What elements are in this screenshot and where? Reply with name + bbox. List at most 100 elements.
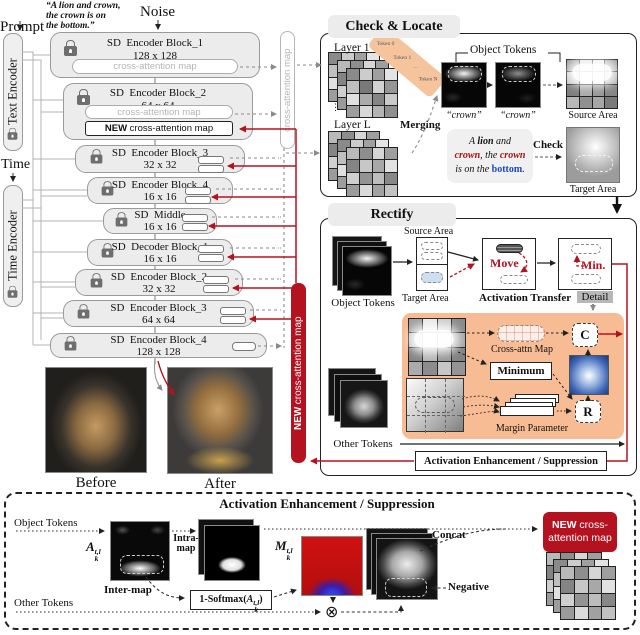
block-title: SD Encoder Block_2 (110, 271, 208, 283)
check-label: Check (533, 139, 563, 151)
intra-map-stack (198, 519, 262, 583)
move-box: Move (482, 238, 536, 290)
new-cross-attention-map-badge: NEW cross- attention map (543, 512, 617, 552)
multiply-icon: ⊗ (325, 604, 339, 621)
prompt-quote: “A lion and crown, the crown is on the bot… (46, 1, 121, 31)
margin-parameter-bars (500, 394, 564, 422)
concat-node: C (572, 323, 598, 347)
new-cross-attention-map-bar: NEW cross-attention map (291, 283, 306, 463)
attention-mini-maps (198, 156, 224, 174)
after-image (167, 367, 273, 474)
math-base: A (86, 539, 95, 554)
object-tokens-label: Object Tokens (14, 517, 78, 529)
layer1-attention-stack (328, 52, 400, 120)
block-size: 32 x 32 (142, 283, 176, 295)
min-label: Min. (581, 258, 606, 272)
block-size: 128 x 128 (136, 346, 181, 358)
time-label: Time (1, 157, 31, 172)
new-label: NEW (104, 123, 128, 134)
cross-attention-map-vertical-pill: cross-attention map (280, 31, 295, 149)
source-area-highlight (572, 64, 612, 81)
lock-icon (101, 243, 114, 258)
sd-encoder-block-4: SD Encoder Block_4 16 x 16 (87, 177, 233, 204)
rectify-node: R (575, 400, 601, 423)
before-image (45, 367, 147, 473)
rectify-header: Rectify (328, 203, 456, 226)
block-size: 16 x 16 (143, 191, 177, 203)
attention-mini-maps (185, 187, 211, 205)
math-sub: k (94, 553, 99, 563)
noise-label: Noise (140, 4, 175, 20)
layerL-attention-stack (328, 131, 400, 199)
lock-icon (7, 127, 18, 140)
cross-attn-map-pill (497, 325, 545, 342)
lock-icon (115, 212, 128, 227)
attention-mini-maps (203, 276, 229, 294)
block-title: SD Encoder Block_3 (110, 302, 207, 314)
attention-mini-map (232, 342, 256, 351)
target-area-label: Target Area (569, 184, 617, 195)
vertical-dots: ⋮ (331, 102, 340, 112)
lock-icon (7, 285, 18, 298)
block-title: SD Middle (134, 209, 186, 221)
crown-caption-1: “crown” (446, 110, 482, 121)
new-label: NEW (293, 406, 304, 430)
bar-rest: cross-attention map (293, 316, 304, 407)
intra-map-label: Intra-map (173, 533, 199, 554)
min-box: Min. (558, 238, 612, 290)
new-cross-attention-map-box: NEW cross-attention map (85, 121, 233, 136)
inter-map-label: Inter-map (104, 584, 152, 596)
object-tokens-label: Object Tokens (470, 44, 537, 56)
attention-mini-maps (198, 245, 224, 263)
gaussian-kernel (569, 355, 609, 395)
new-rest: cross-attention map (127, 123, 214, 134)
token-n: Token N (418, 76, 438, 83)
object-tokens-stack (332, 236, 396, 298)
new-map-grid-stack (546, 552, 622, 624)
source-target-column (416, 237, 448, 291)
other-tokens-label: Other Tokens (333, 438, 393, 450)
other-tokens-stack (328, 368, 392, 430)
activation-transfer-label: Activation Transfer (479, 292, 572, 304)
layerL-label: Layer L (334, 119, 371, 131)
math-sup: t,l (286, 546, 293, 555)
token-1: Token 1 (393, 55, 412, 62)
softmax-box: 1-Softmax(A t,l k) (190, 590, 272, 612)
layer1-label: Layer 1 (334, 42, 370, 54)
check-locate-header: Check & Locate (328, 15, 460, 38)
attention-map-A (110, 521, 170, 581)
source-area-label: Source Area (404, 226, 454, 237)
mask-map-M (301, 536, 363, 596)
before-label: Before (75, 475, 117, 491)
other-tokens-label: Other Tokens (14, 597, 74, 609)
block-title: SD Encoder Block_2 (109, 87, 207, 99)
prompt-text-box: A lion and crown, the crown is on the bott… (447, 129, 533, 183)
negative-map-stack (366, 528, 442, 604)
math-sup: t,l (94, 547, 101, 556)
object-tokens-label: Object Tokens (331, 297, 395, 309)
merging-label: Merging (400, 119, 441, 131)
activation-enh-sup-box: Activation Enhancement / Suppression (415, 451, 607, 471)
token-ellipsis: ⋯ (412, 65, 418, 72)
lock-icon (101, 181, 114, 196)
math-sub: k (286, 552, 291, 562)
cross-attention-map-pill: cross-attention map (85, 105, 233, 119)
cross-attention-map-pill: cross-attention map (72, 59, 238, 74)
block-size: 64 x 64 (142, 314, 175, 326)
margin-gradient-grid (406, 378, 465, 433)
attention-mini-maps (220, 307, 246, 325)
target-area-box (566, 127, 620, 183)
block-size: 16 x 16 (143, 221, 177, 233)
token-0: Token 0 (376, 40, 395, 47)
math-base: M (275, 538, 287, 553)
source-area-label: Source Area (568, 110, 618, 121)
bottom-title: Activation Enhancement / Suppression (219, 496, 435, 511)
source-highlight (414, 330, 454, 348)
block-size: 32 x 32 (143, 159, 177, 171)
crown-attention-map-1 (441, 62, 487, 108)
block-title: SD Encoder Block_1 (106, 37, 204, 49)
bottom-panel (4, 492, 636, 630)
